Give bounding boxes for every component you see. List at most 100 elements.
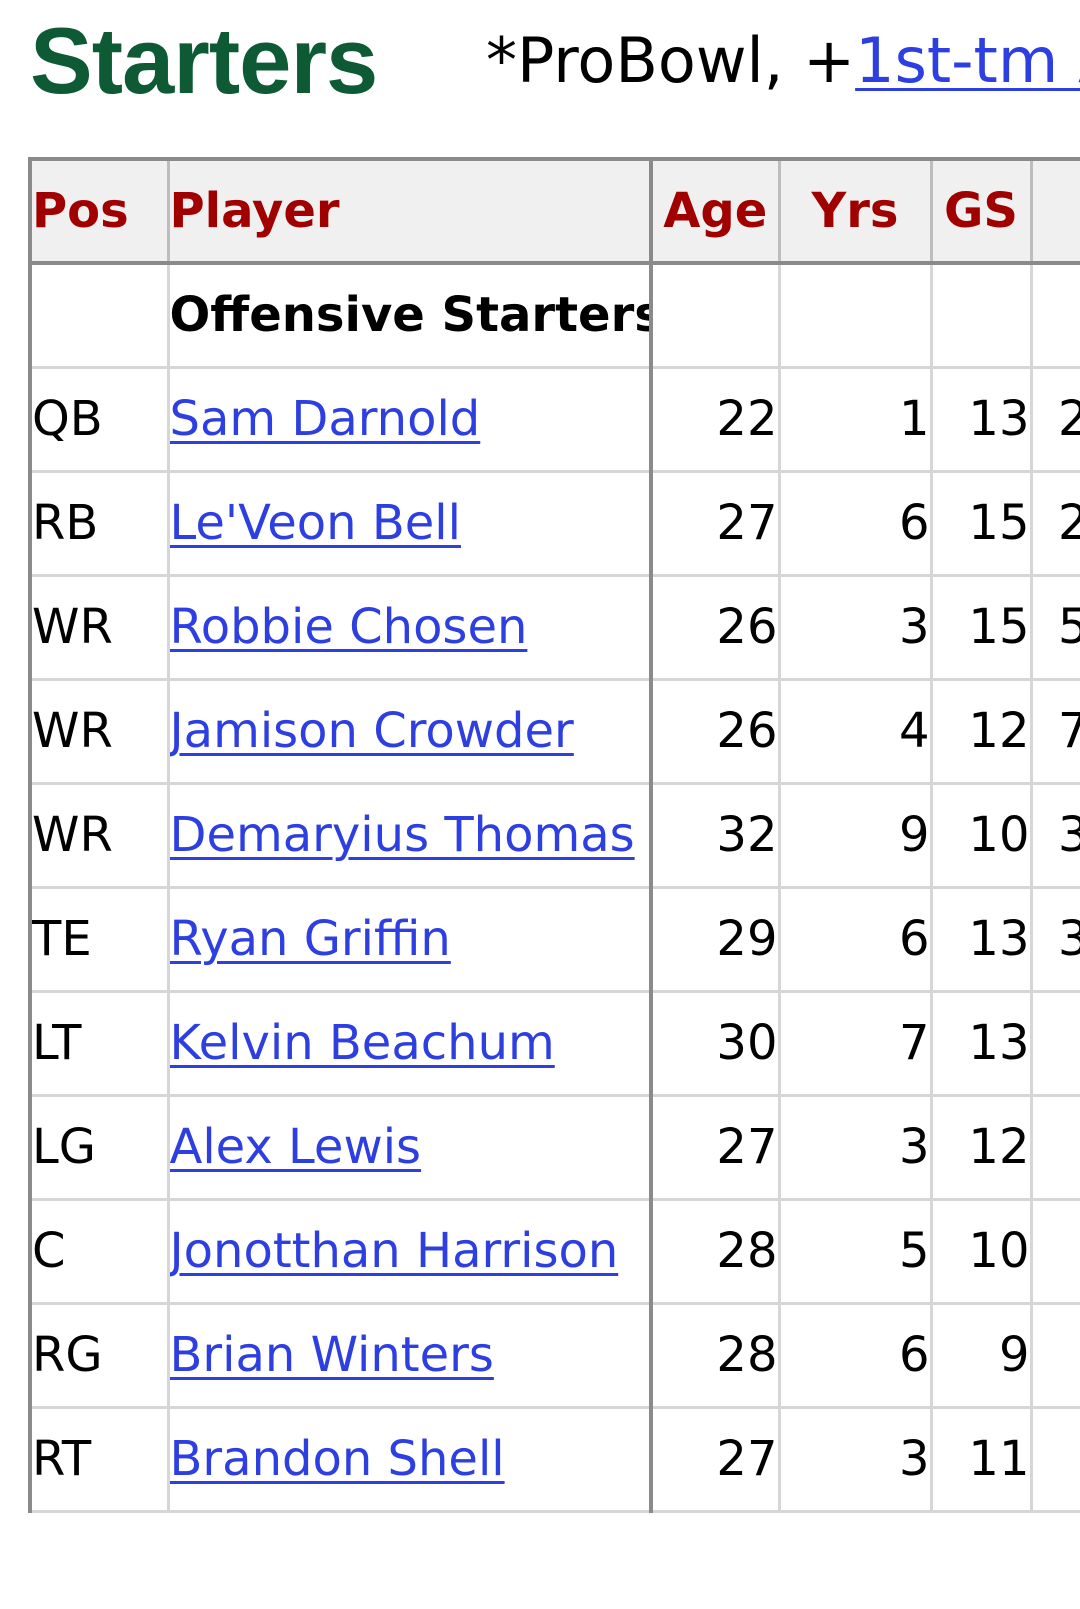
extra-cell bbox=[1029, 1197, 1080, 1305]
player-cell: Jonotthan Harrison bbox=[166, 1199, 653, 1305]
yrs-cell: 7 bbox=[777, 989, 933, 1097]
pos-cell: RT bbox=[28, 1407, 170, 1513]
group-label: Offensive Starters bbox=[166, 263, 653, 369]
gs-cell: 15 bbox=[929, 469, 1033, 577]
starters-table: Pos Player Age Yrs GS Offensive Starters… bbox=[28, 157, 1080, 1513]
player-link[interactable]: Ryan Griffin bbox=[169, 911, 451, 967]
player-link[interactable]: Le'Veon Bell bbox=[169, 495, 461, 551]
age-cell: 27 bbox=[649, 469, 781, 577]
pos-cell: TE bbox=[28, 887, 170, 993]
table-row: RT Brandon Shell 27 3 11 bbox=[28, 1405, 1080, 1513]
pos-cell: RB bbox=[28, 471, 170, 577]
extra-cell: 3 bbox=[1029, 885, 1080, 993]
player-cell: Le'Veon Bell bbox=[166, 471, 653, 577]
group-empty-cell bbox=[929, 263, 1033, 369]
col-header-pos[interactable]: Pos bbox=[28, 157, 170, 265]
age-cell: 27 bbox=[649, 1093, 781, 1201]
col-header-age[interactable]: Age bbox=[649, 157, 781, 265]
player-link[interactable]: Jamison Crowder bbox=[169, 703, 574, 759]
gs-cell: 10 bbox=[929, 1197, 1033, 1305]
player-link[interactable]: Kelvin Beachum bbox=[169, 1015, 555, 1071]
player-link[interactable]: Demaryius Thomas bbox=[169, 807, 635, 863]
table-row: C Jonotthan Harrison 28 5 10 bbox=[28, 1197, 1080, 1305]
age-cell: 27 bbox=[649, 1405, 781, 1513]
group-row-offense: Offensive Starters bbox=[28, 263, 1080, 369]
gs-cell: 9 bbox=[929, 1301, 1033, 1409]
player-link[interactable]: Sam Darnold bbox=[169, 391, 481, 447]
yrs-cell: 6 bbox=[777, 1301, 933, 1409]
table-row: LT Kelvin Beachum 30 7 13 bbox=[28, 989, 1080, 1097]
player-link[interactable]: Jonotthan Harrison bbox=[169, 1223, 619, 1279]
age-cell: 32 bbox=[649, 781, 781, 889]
group-empty-cell bbox=[649, 263, 781, 369]
yrs-cell: 1 bbox=[777, 365, 933, 473]
table-header-row: Pos Player Age Yrs GS bbox=[28, 157, 1080, 265]
starters-table-container[interactable]: Pos Player Age Yrs GS Offensive Starters… bbox=[28, 157, 1080, 1609]
group-pos-cell bbox=[28, 263, 170, 369]
extra-cell bbox=[1029, 989, 1080, 1097]
legend-prefix: *ProBowl, + bbox=[486, 24, 856, 97]
yrs-cell: 5 bbox=[777, 1197, 933, 1305]
player-cell: Jamison Crowder bbox=[166, 679, 653, 785]
pos-cell: WR bbox=[28, 679, 170, 785]
age-cell: 29 bbox=[649, 885, 781, 993]
extra-cell: 2 bbox=[1029, 365, 1080, 473]
player-cell: Brandon Shell bbox=[166, 1407, 653, 1513]
gs-cell: 13 bbox=[929, 365, 1033, 473]
group-empty-cell bbox=[1029, 263, 1080, 369]
gs-cell: 13 bbox=[929, 885, 1033, 993]
pos-cell: LG bbox=[28, 1095, 170, 1201]
player-cell: Ryan Griffin bbox=[166, 887, 653, 993]
section-title: Starters bbox=[30, 8, 378, 113]
age-cell: 28 bbox=[649, 1301, 781, 1409]
yrs-cell: 6 bbox=[777, 885, 933, 993]
pos-cell: RG bbox=[28, 1303, 170, 1409]
age-cell: 26 bbox=[649, 677, 781, 785]
pos-cell: C bbox=[28, 1199, 170, 1305]
gs-cell: 12 bbox=[929, 677, 1033, 785]
player-link[interactable]: Alex Lewis bbox=[169, 1119, 422, 1175]
yrs-cell: 4 bbox=[777, 677, 933, 785]
age-cell: 30 bbox=[649, 989, 781, 1097]
gs-cell: 15 bbox=[929, 573, 1033, 681]
extra-cell: 7 bbox=[1029, 677, 1080, 785]
pos-cell: QB bbox=[28, 367, 170, 473]
col-header-gs[interactable]: GS bbox=[929, 157, 1033, 265]
player-cell: Sam Darnold bbox=[166, 367, 653, 473]
extra-cell bbox=[1029, 1093, 1080, 1201]
yrs-cell: 9 bbox=[777, 781, 933, 889]
player-link[interactable]: Brandon Shell bbox=[169, 1431, 505, 1487]
legend-note: *ProBowl, +1st-tm All-Pro bbox=[486, 30, 1080, 92]
group-empty-cell bbox=[777, 263, 933, 369]
col-header-extra[interactable] bbox=[1029, 157, 1080, 265]
gs-cell: 10 bbox=[929, 781, 1033, 889]
extra-cell: 3 bbox=[1029, 781, 1080, 889]
extra-cell: 5 bbox=[1029, 573, 1080, 681]
extra-cell: 2 bbox=[1029, 469, 1080, 577]
pos-cell: LT bbox=[28, 991, 170, 1097]
table-row: LG Alex Lewis 27 3 12 bbox=[28, 1093, 1080, 1201]
player-link[interactable]: Robbie Chosen bbox=[169, 599, 528, 655]
player-cell: Kelvin Beachum bbox=[166, 991, 653, 1097]
yrs-cell: 3 bbox=[777, 573, 933, 681]
gs-cell: 12 bbox=[929, 1093, 1033, 1201]
col-header-player[interactable]: Player bbox=[166, 157, 653, 265]
section-heading: Starters *ProBowl, +1st-tm All-Pro bbox=[0, 0, 1080, 150]
player-link[interactable]: Brian Winters bbox=[169, 1327, 494, 1383]
col-header-yrs[interactable]: Yrs bbox=[777, 157, 933, 265]
pos-cell: WR bbox=[28, 783, 170, 889]
age-cell: 28 bbox=[649, 1197, 781, 1305]
age-cell: 26 bbox=[649, 573, 781, 681]
pos-cell: WR bbox=[28, 575, 170, 681]
all-pro-legend-link[interactable]: 1st-tm All-Pro bbox=[855, 24, 1080, 97]
player-cell: Demaryius Thomas bbox=[166, 783, 653, 889]
yrs-cell: 3 bbox=[777, 1405, 933, 1513]
gs-cell: 13 bbox=[929, 989, 1033, 1097]
gs-cell: 11 bbox=[929, 1405, 1033, 1513]
